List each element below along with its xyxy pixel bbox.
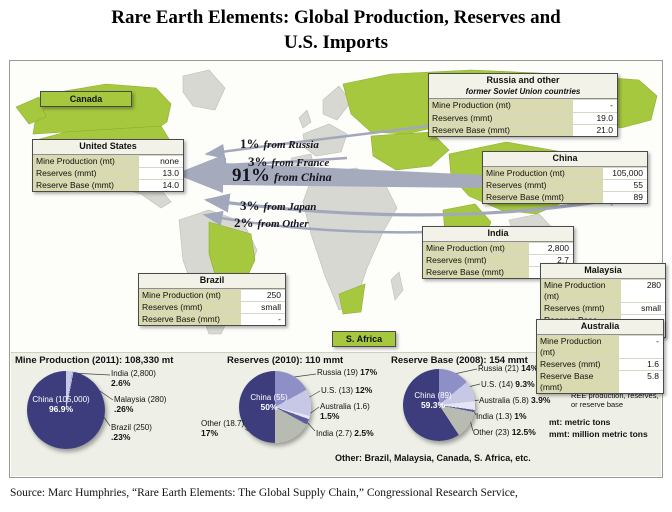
pie-label-india: India (1.3) 1% xyxy=(476,411,527,422)
data-row: Reserve Base (mmt) 21.0 xyxy=(429,123,617,136)
data-row: Reserves (mmt) 55 xyxy=(483,179,647,192)
data-row: Reserve Base (mmt) 14.0 xyxy=(33,179,183,192)
pie-label-brazil: Brazil (250) .23% xyxy=(111,423,152,442)
pie-label-malaysia: Malaysia (280) .26% xyxy=(114,395,167,414)
legend-mt: mt: metric tons xyxy=(549,417,611,428)
pie-title-mine-production: Mine Production (2011): 108,330 mt xyxy=(15,355,174,367)
pie-label-australia: Australia (5.8) 3.9% xyxy=(479,395,551,406)
source-citation: Source: Marc Humphries, “Rare Earth Elem… xyxy=(10,487,518,500)
pie-chart-mine-production xyxy=(27,371,105,450)
data-row: Mine Production (mt) - xyxy=(537,335,663,359)
world-map xyxy=(15,70,663,353)
arrow-from-russia xyxy=(204,123,444,160)
pie-label-china: China (55) 50% xyxy=(250,393,288,412)
callout-china: China Mine Production (mt) 105,000 Reserv… xyxy=(482,151,648,205)
pie-label-russia: Russia (21) 14% xyxy=(478,363,539,374)
pie-label-us: U.S. (14) 9.3% xyxy=(481,379,535,390)
pie-title-reserves: Reserves (2010): 110 mmt xyxy=(227,355,344,367)
pie-label-us: U.S. (13) 12% xyxy=(321,385,373,396)
import-label-russia: 1% from Russia xyxy=(240,136,319,152)
figure-title: Rare Earth Elements: Global Production, … xyxy=(0,0,672,55)
callout-brazil: Brazil Mine Production (mt) 250 Reserves … xyxy=(138,273,286,327)
data-row: Mine Production (mt) - xyxy=(429,99,617,112)
pie-label-other: Other (23) 12.5% xyxy=(473,427,536,438)
country-name: China xyxy=(483,152,647,168)
pie-label-india: India (2.7) 2.5% xyxy=(316,428,374,439)
import-arrows xyxy=(175,123,598,234)
arrow-from-japan xyxy=(203,193,598,217)
import-label-japan: 3% from Japan xyxy=(240,198,317,214)
pie-label-other: Other (18.7) 17% xyxy=(201,419,245,438)
data-row: Reserves (mmt) 13.0 xyxy=(33,167,183,180)
data-row: Reserves (mmt) 2.7 xyxy=(423,254,573,267)
pie-label-china: China (89) 59.3% xyxy=(414,391,452,410)
country-name: India xyxy=(423,227,573,243)
callout-russia: Russia and other former Soviet Union coun… xyxy=(428,73,618,137)
callout-australia: Australia Mine Production (mt) - Reserves… xyxy=(536,319,664,395)
pie-label-china: China (105,000) 96.9% xyxy=(32,395,90,414)
data-row: Mine Production (mt) 2,800 xyxy=(423,242,573,255)
country-name: Australia xyxy=(537,320,663,336)
pie-label-india: India (2,800) 2.6% xyxy=(111,369,156,388)
data-row: Reserves (mmt) small xyxy=(541,302,665,315)
data-row: Mine Production (mt) 280 xyxy=(541,279,665,303)
import-label-china: 91% from China xyxy=(232,165,332,187)
callout-united-states: United States Mine Production (mt) none R… xyxy=(32,139,184,193)
data-row: Reserves (mmt) small xyxy=(139,301,285,314)
label-canada: Canada xyxy=(40,91,132,108)
pie-label-australia: Australia (1.6) 1.5% xyxy=(320,402,370,421)
data-row: Reserves (mmt) 1.6 xyxy=(537,358,663,371)
pie-label-russia: Russia (19) 17% xyxy=(317,367,378,378)
data-row: Mine Production (mt) 250 xyxy=(139,289,285,302)
data-row: Reserve Base (mmt) 89 xyxy=(483,191,647,204)
pie-title-reserve-base: Reserve Base (2008): 154 mmt xyxy=(391,355,528,367)
data-row: Reserves (mmt) 19.0 xyxy=(429,111,617,124)
data-row: Reserve Base (mmt)- xyxy=(139,313,285,326)
pie-chart-reserve-base xyxy=(403,369,475,442)
arrow-from-other xyxy=(202,211,430,234)
figure-title-line1: Rare Earth Elements: Global Production, … xyxy=(111,7,561,28)
arrow-from-china xyxy=(175,155,483,194)
label-s-africa: S. Africa xyxy=(332,331,396,348)
data-row: Mine Production (mt) none xyxy=(33,155,183,168)
import-label-other: 2% from Other xyxy=(234,215,309,231)
pie-chart-reserves xyxy=(239,371,311,444)
country-name: United States xyxy=(33,140,183,156)
map-figure: Canada S. Africa United States Mine Prod… xyxy=(9,60,666,479)
other-countries-note: Other: Brazil, Malaysia, Canada, S. Afri… xyxy=(335,453,531,464)
figure-title-line2: U.S. Imports xyxy=(284,31,388,53)
data-row: Reserve Base (mmt) 5.8 xyxy=(537,370,663,394)
country-name: Brazil xyxy=(139,274,285,290)
data-row: Mine Production (mt) 105,000 xyxy=(483,167,647,180)
country-name: Malaysia xyxy=(541,264,665,280)
country-name: Russia and other former Soviet Union coun… xyxy=(429,74,617,100)
legend-mmt: mmt: million metric tons xyxy=(549,429,648,440)
import-label-france: 3% from France xyxy=(248,154,330,170)
